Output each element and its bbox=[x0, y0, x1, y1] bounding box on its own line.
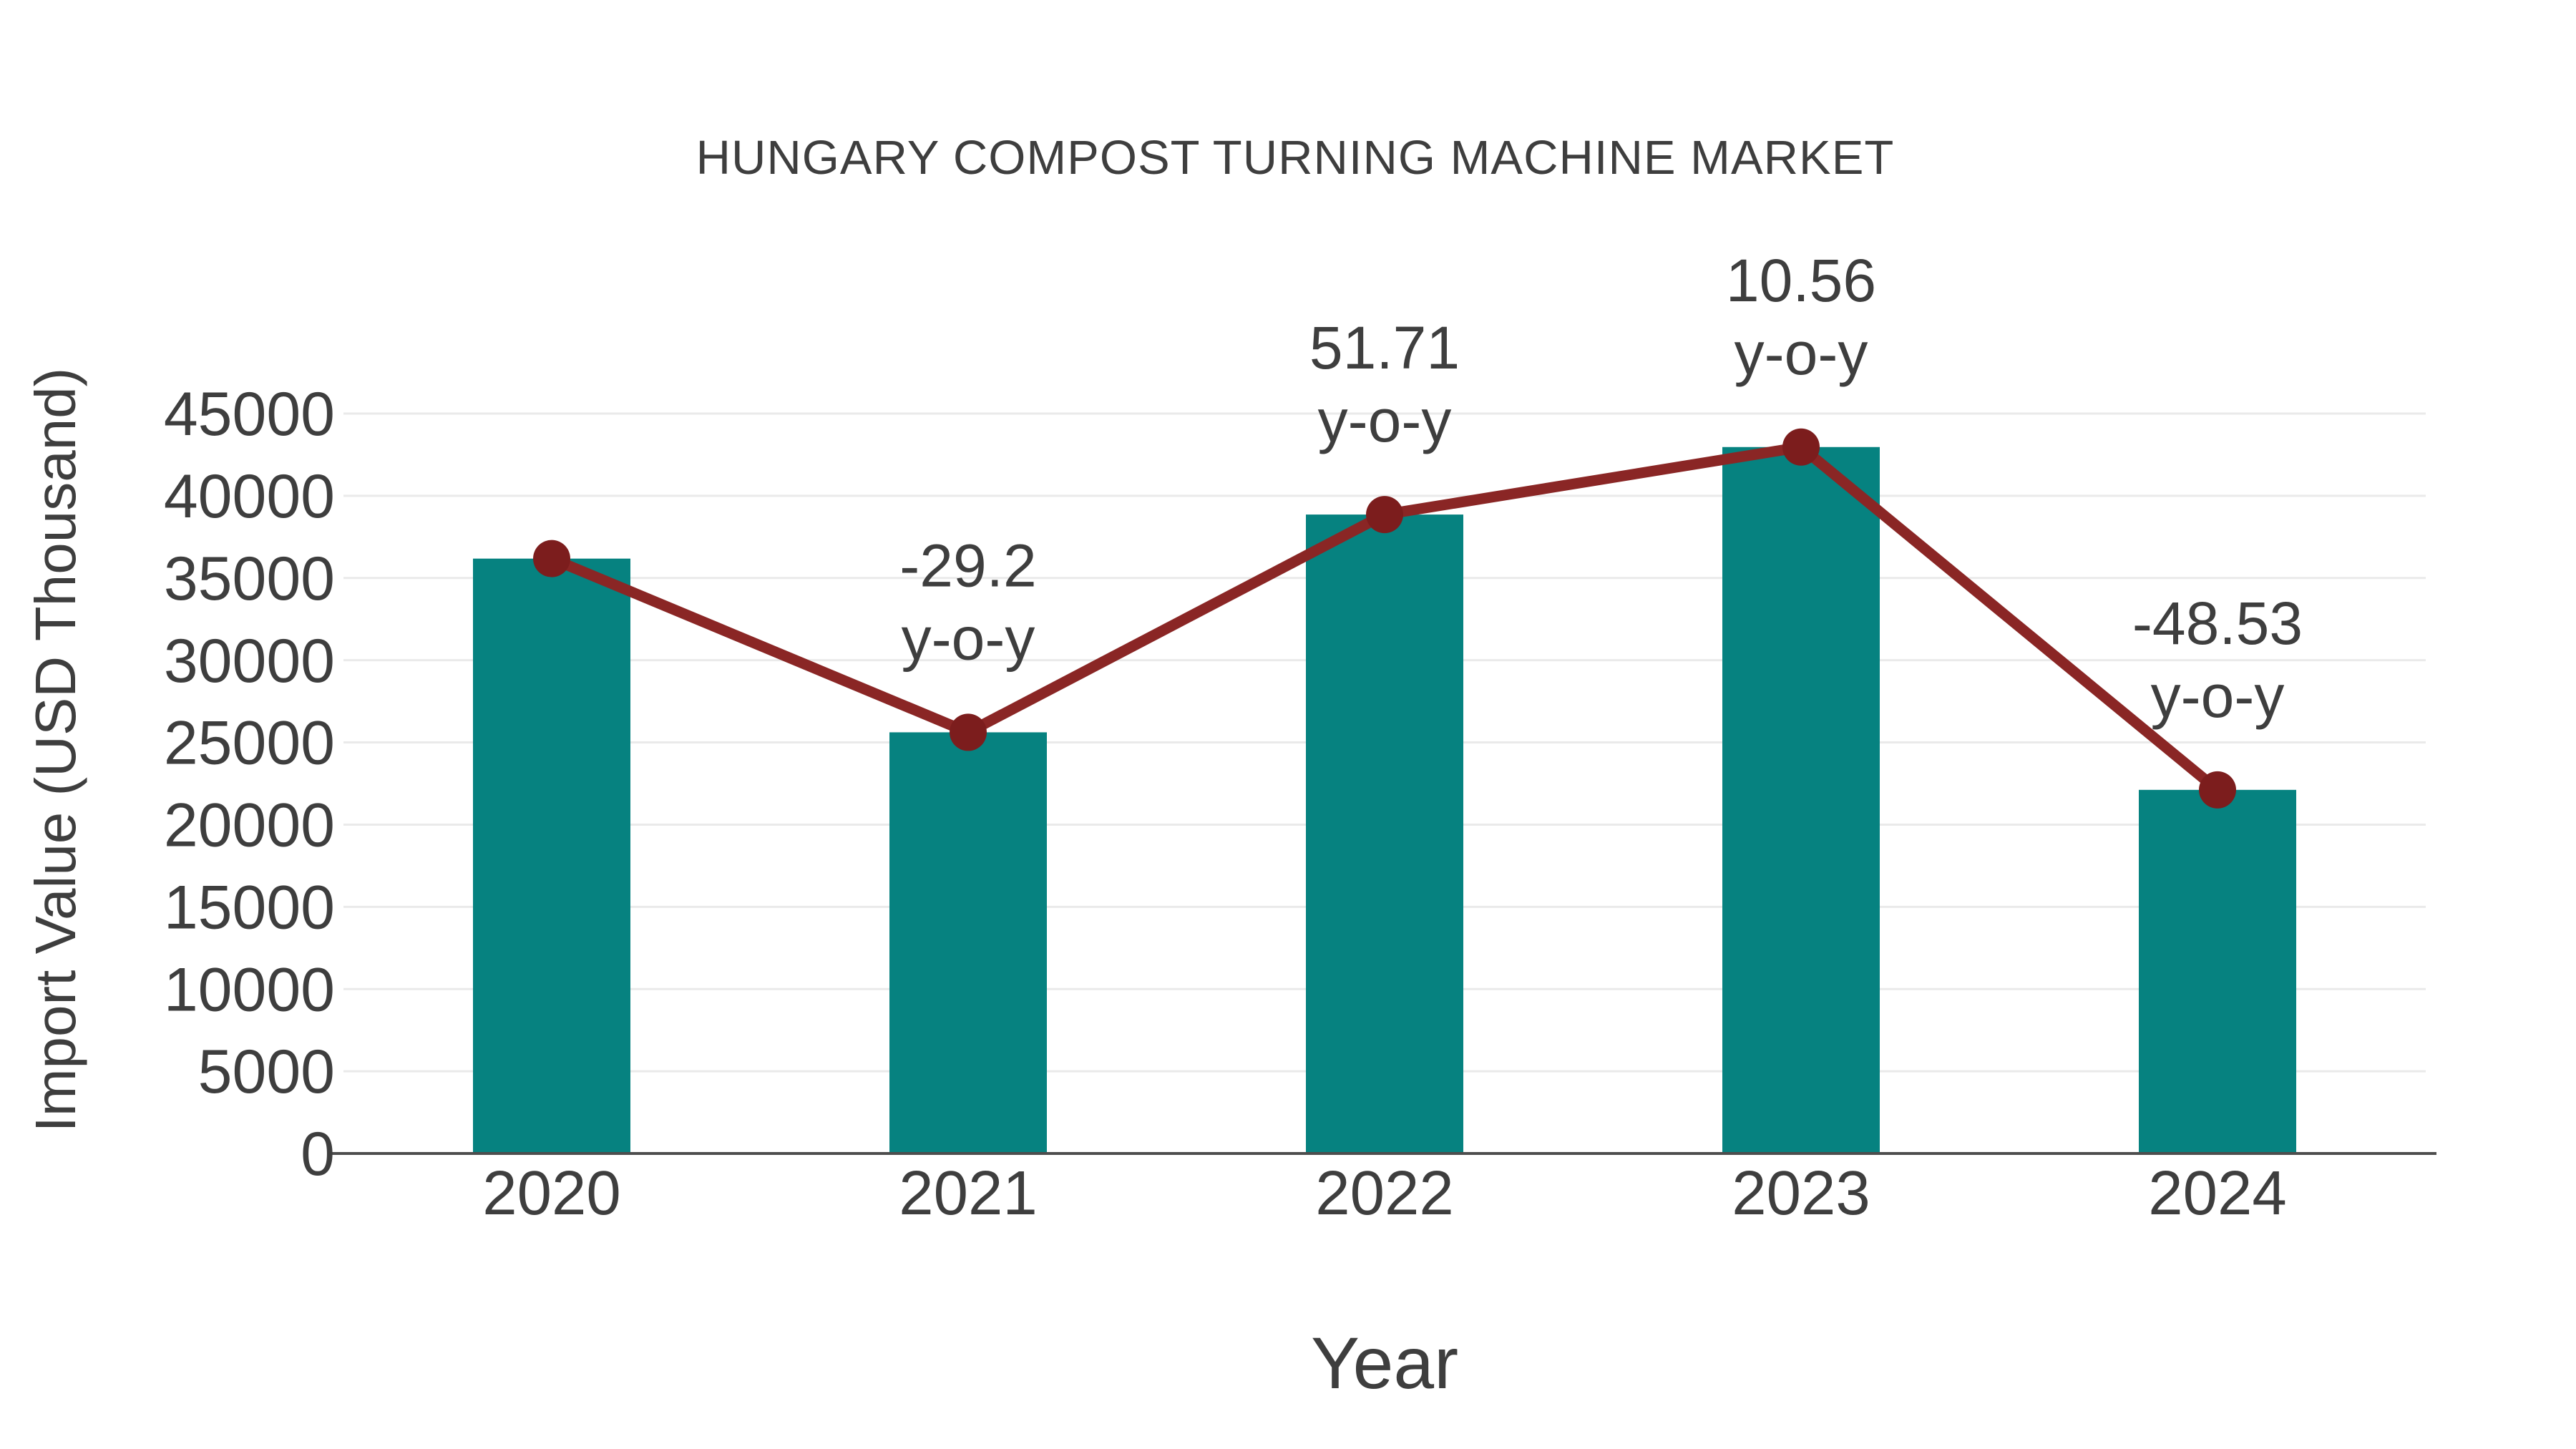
bars-layer bbox=[473, 447, 2296, 1153]
x-tick-label-2020: 2020 bbox=[482, 1158, 621, 1228]
y-tick-label-30000: 30000 bbox=[164, 627, 335, 696]
annotation-value-2023: 10.56 bbox=[1726, 247, 1876, 314]
y-tick-label-5000: 5000 bbox=[198, 1038, 335, 1106]
x-axis-title: Year bbox=[1311, 1322, 1458, 1404]
y-tick-label-10000: 10000 bbox=[164, 955, 335, 1024]
annotation-value-2024: -48.53 bbox=[2132, 590, 2303, 657]
y-tick-label-20000: 20000 bbox=[164, 791, 335, 860]
chart-title: HUNGARY COMPOST TURNING MACHINE MARKET bbox=[696, 131, 1895, 185]
trend-marker-2024 bbox=[2199, 771, 2236, 809]
annotation-value-2022: 51.71 bbox=[1309, 314, 1460, 381]
bar-2022 bbox=[1306, 514, 1463, 1153]
annotation-suffix-2024: y-o-y bbox=[2151, 663, 2285, 730]
y-tick-label-40000: 40000 bbox=[164, 462, 335, 531]
y-tick-label-35000: 35000 bbox=[164, 545, 335, 613]
y-tick-label-15000: 15000 bbox=[164, 873, 335, 942]
y-tick-label-45000: 45000 bbox=[164, 380, 335, 449]
annotation-suffix-2022: y-o-y bbox=[1318, 387, 1452, 454]
x-tick-label-2023: 2023 bbox=[1732, 1158, 1870, 1228]
annotation-value-2021: -29.2 bbox=[899, 532, 1036, 599]
annotations-layer: -29.2y-o-y51.71y-o-y10.56y-o-y-48.53y-o-… bbox=[899, 247, 2303, 730]
bar-2023 bbox=[1722, 447, 1880, 1153]
y-tick-label-25000: 25000 bbox=[164, 709, 335, 778]
bar-2024 bbox=[2139, 789, 2296, 1153]
y-axis-title: Import Value (USD Thousand) bbox=[24, 368, 87, 1133]
trend-marker-2020 bbox=[533, 540, 570, 577]
trend-marker-2022 bbox=[1366, 496, 1403, 534]
annotation-suffix-2021: y-o-y bbox=[902, 605, 1035, 672]
trend-marker-2021 bbox=[950, 713, 987, 751]
bar-2020 bbox=[473, 558, 630, 1153]
x-tick-label-2022: 2022 bbox=[1315, 1158, 1454, 1228]
trend-marker-2023 bbox=[1782, 428, 1820, 466]
x-tick-label-2021: 2021 bbox=[899, 1158, 1038, 1228]
annotation-suffix-2023: y-o-y bbox=[1735, 320, 1868, 387]
bar-2021 bbox=[889, 732, 1047, 1153]
trend-line-layer bbox=[533, 428, 2236, 809]
tick-labels-layer: 0 5000 10000 15000 20000 25000 30000 35000 40000… bbox=[164, 380, 2287, 1228]
y-tick-label-0: 0 bbox=[301, 1120, 335, 1189]
x-tick-label-2024: 2024 bbox=[2148, 1158, 2287, 1228]
